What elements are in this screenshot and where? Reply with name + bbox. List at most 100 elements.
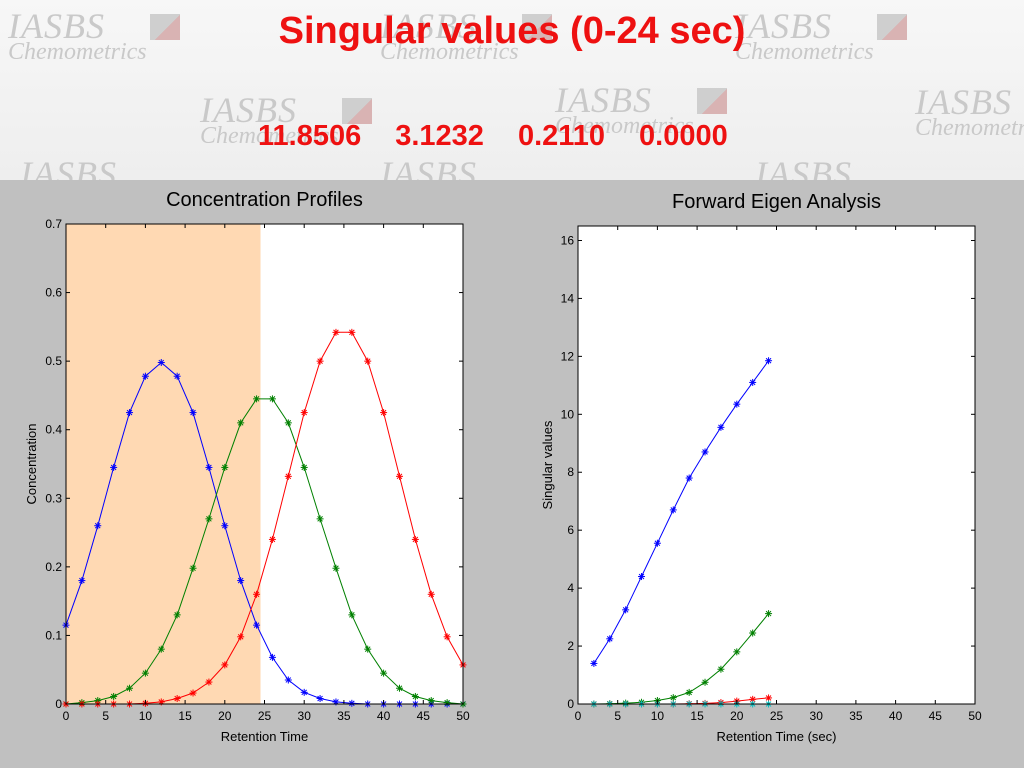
data-point [284, 419, 292, 427]
x-tick-label: 10 [139, 709, 153, 723]
data-point [94, 522, 102, 530]
x-tick-label: 20 [218, 709, 232, 723]
data-point [205, 678, 213, 686]
data-point [606, 635, 614, 643]
data-point [427, 697, 435, 705]
data-point [411, 535, 419, 543]
data-point [237, 633, 245, 641]
y-tick-label: 0 [567, 697, 574, 711]
data-point [348, 699, 356, 707]
data-point [316, 515, 324, 523]
x-tick-label: 10 [651, 709, 665, 723]
data-point [78, 577, 86, 585]
data-point [749, 378, 757, 386]
x-tick-label: 5 [102, 709, 109, 723]
data-point [701, 678, 709, 686]
x-tick-label: 45 [929, 709, 943, 723]
data-point [717, 665, 725, 673]
singular-value: 0.0000 [639, 120, 728, 152]
x-tick-label: 25 [770, 709, 784, 723]
data-point [638, 573, 646, 581]
x-tick-label: 0 [63, 709, 70, 723]
x-tick-label: 5 [614, 709, 621, 723]
data-point [364, 645, 372, 653]
watermark-logo: IASBS [20, 154, 117, 180]
data-point [141, 669, 149, 677]
data-point [141, 372, 149, 380]
singular-value: 3.1232 [395, 120, 484, 152]
data-point [749, 695, 757, 703]
plot-area [578, 226, 975, 704]
analysis-window [66, 224, 261, 704]
data-point [427, 590, 435, 598]
data-point [669, 694, 677, 702]
x-tick-label: 40 [377, 709, 391, 723]
singular-value: 11.8506 [258, 120, 362, 152]
data-point [622, 606, 630, 614]
x-tick-label: 50 [456, 709, 470, 723]
data-point [110, 463, 118, 471]
data-point [332, 328, 340, 336]
data-point [765, 694, 773, 702]
data-point [380, 669, 388, 677]
data-point [717, 423, 725, 431]
x-tick-label: 15 [690, 709, 704, 723]
data-point [253, 590, 261, 598]
data-point [189, 689, 197, 697]
y-tick-label: 14 [561, 291, 575, 305]
data-point [157, 645, 165, 653]
data-point [685, 474, 693, 482]
chart-title: Forward Eigen Analysis [672, 191, 881, 213]
watermark-logo: IASBS [755, 154, 852, 180]
data-point [300, 688, 308, 696]
chart-panel: 0 5 10 15 20 25 30 35 40 45 50 0 2 4 6 8 10 12 14 16 Forward… [540, 191, 982, 744]
x-tick-label: 15 [178, 709, 192, 723]
series-line [593, 360, 770, 664]
watermark-logo: IASBS [380, 154, 477, 180]
data-point [332, 564, 340, 572]
data-point [205, 515, 213, 523]
data-point [364, 357, 372, 365]
data-point [189, 409, 197, 417]
y-tick-label: 16 [561, 233, 575, 247]
x-tick-label: 20 [730, 709, 744, 723]
x-tick-label: 0 [575, 709, 582, 723]
y-axis-label: Concentration [24, 424, 39, 505]
data-point [237, 419, 245, 427]
slide-title: Singular values (0-24 sec) [278, 10, 746, 52]
y-tick-label: 0 [55, 697, 62, 711]
y-tick-label: 0.3 [45, 491, 62, 505]
data-point [268, 395, 276, 403]
y-tick-label: 0.7 [45, 217, 62, 231]
data-point [348, 328, 356, 336]
data-point [653, 539, 661, 547]
data-point [268, 535, 276, 543]
data-point [733, 648, 741, 656]
x-tick-label: 35 [849, 709, 863, 723]
x-axis-label: Retention Time [221, 729, 308, 744]
data-point [268, 653, 276, 661]
y-tick-label: 10 [561, 407, 575, 421]
y-tick-label: 6 [567, 523, 574, 537]
data-point [669, 506, 677, 514]
data-point [348, 611, 356, 619]
y-tick-label: 12 [561, 349, 575, 363]
data-point [733, 400, 741, 408]
data-point [173, 611, 181, 619]
data-point [685, 688, 693, 696]
singular-value: 0.2110 [517, 120, 606, 152]
data-point [126, 684, 134, 692]
data-point [590, 659, 598, 667]
data-point [126, 409, 134, 417]
y-tick-label: 0.6 [45, 286, 62, 300]
data-point [221, 463, 229, 471]
data-point [316, 695, 324, 703]
data-point [157, 359, 165, 367]
y-tick-label: 4 [567, 581, 574, 595]
header-band: IASBS Chemometrics IASBS Chemometrics IASB… [0, 0, 1024, 180]
